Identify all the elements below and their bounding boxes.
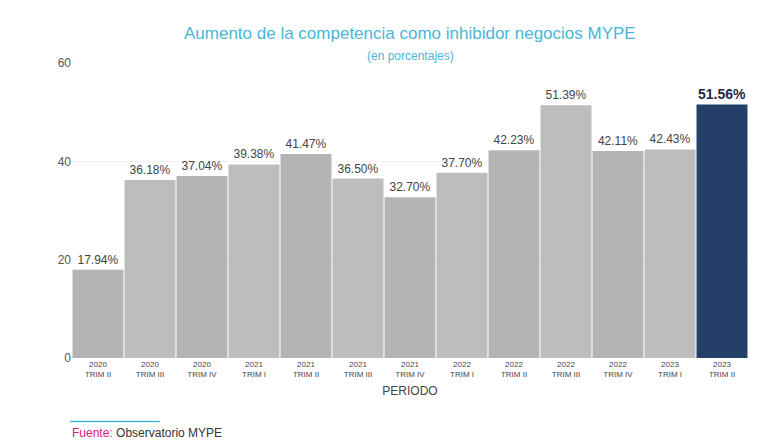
svg-text:2020TRIM II: 2020TRIM II [85, 360, 111, 379]
svg-text:2022TRIM I: 2022TRIM I [450, 360, 474, 379]
svg-text:2020TRIM IV: 2020TRIM IV [187, 360, 217, 379]
svg-text:2021TRIM IV: 2021TRIM IV [395, 360, 425, 379]
svg-text:2022TRIM III: 2022TRIM III [552, 360, 580, 379]
svg-text:PERIODO: PERIODO [382, 384, 437, 398]
svg-text:36.18%: 36.18% [129, 163, 170, 177]
svg-text:39.38%: 39.38% [233, 147, 274, 161]
svg-text:51.56%: 51.56% [698, 86, 746, 102]
svg-text:2022TRIM II: 2022TRIM II [501, 360, 527, 379]
svg-text:2023TRIM I: 2023TRIM I [658, 360, 682, 379]
svg-text:42.43%: 42.43% [649, 132, 690, 146]
svg-text:Fuente: Observatorio MYPE: Fuente: Observatorio MYPE [72, 426, 222, 440]
svg-text:2021TRIM III: 2021TRIM III [344, 360, 372, 379]
svg-text:60: 60 [58, 56, 72, 70]
svg-text:20: 20 [58, 253, 72, 267]
svg-text:(en porcentajes): (en porcentajes) [367, 49, 454, 63]
svg-text:0: 0 [64, 351, 71, 365]
svg-text:42.23%: 42.23% [493, 133, 534, 147]
svg-text:51.39%: 51.39% [545, 88, 586, 102]
svg-text:37.04%: 37.04% [181, 159, 222, 173]
svg-text:42.11%: 42.11% [598, 134, 638, 148]
svg-text:2020TRIM III: 2020TRIM III [136, 360, 164, 379]
svg-text:Aumento de la competencia como: Aumento de la competencia como inhibidor… [184, 24, 636, 43]
svg-text:2021TRIM I: 2021TRIM I [242, 360, 266, 379]
svg-text:2021TRIM II: 2021TRIM II [293, 360, 319, 379]
svg-text:2023TRIM II: 2023TRIM II [709, 360, 735, 379]
svg-text:41.47%: 41.47% [285, 137, 326, 151]
svg-text:17.94%: 17.94% [77, 253, 118, 267]
svg-text:40: 40 [58, 155, 72, 169]
svg-text:32.70%: 32.70% [389, 180, 430, 194]
svg-text:37.70%: 37.70% [441, 156, 482, 170]
svg-text:2022TRIM IV: 2022TRIM IV [603, 360, 633, 379]
svg-text:36.50%: 36.50% [337, 162, 378, 176]
